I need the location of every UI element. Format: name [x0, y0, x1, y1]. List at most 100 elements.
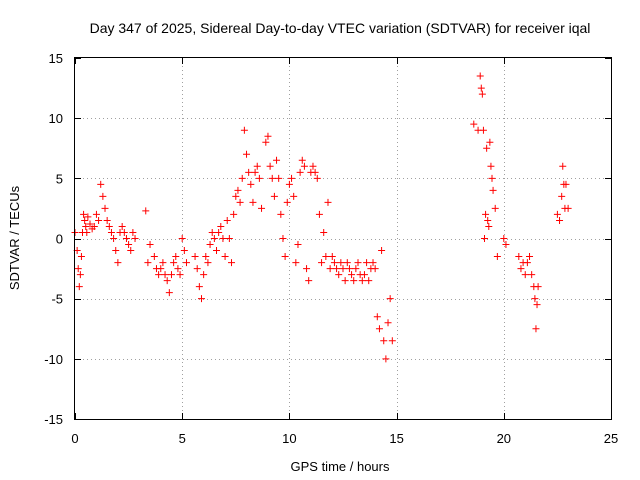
data-point — [478, 90, 486, 98]
y-tick-label: -10 — [44, 352, 63, 367]
data-point — [532, 325, 540, 333]
data-point — [326, 265, 334, 273]
data-point — [82, 222, 90, 230]
data-point — [564, 204, 572, 212]
data-point — [345, 265, 353, 273]
data-point — [502, 241, 510, 249]
data-point — [348, 271, 356, 279]
data-point — [311, 168, 319, 176]
data-point — [388, 337, 396, 345]
data-point — [337, 259, 345, 267]
data-point — [313, 174, 321, 182]
data-point — [112, 247, 120, 255]
data-point — [515, 253, 523, 261]
data-point — [245, 168, 253, 176]
data-point — [350, 277, 358, 285]
data-point — [266, 162, 274, 170]
y-tick-label: 5 — [56, 171, 63, 186]
data-point — [489, 186, 497, 194]
data-point — [288, 174, 296, 182]
data-point — [90, 222, 98, 230]
data-point — [298, 156, 306, 164]
data-point — [369, 259, 377, 267]
data-point — [309, 162, 317, 170]
data-point — [174, 265, 182, 273]
data-point — [476, 72, 484, 80]
data-point — [131, 235, 139, 242]
data-point — [534, 283, 542, 291]
data-point — [264, 132, 272, 140]
data-point — [283, 198, 291, 206]
data-point — [219, 235, 227, 242]
y-tick-label: 15 — [49, 51, 63, 66]
data-point — [204, 259, 212, 267]
data-point — [270, 192, 278, 200]
data-point — [236, 198, 244, 206]
data-point — [142, 207, 150, 215]
y-tick-labels: -15 -10 -5 0 5 10 15 — [44, 51, 63, 427]
data-point — [195, 283, 203, 291]
data-point — [172, 253, 180, 261]
data-point — [103, 216, 111, 224]
data-point — [300, 162, 308, 170]
data-point — [86, 220, 94, 228]
data-point — [285, 180, 293, 188]
data-point — [303, 265, 311, 273]
data-point — [150, 253, 158, 261]
data-point — [273, 156, 281, 164]
data-points — [71, 72, 572, 363]
data-point — [176, 271, 184, 279]
data-point — [234, 186, 242, 194]
data-point — [77, 253, 85, 261]
data-point — [97, 180, 105, 188]
data-point — [161, 271, 169, 279]
data-point — [558, 192, 566, 200]
data-point — [482, 210, 490, 218]
data-point — [493, 253, 501, 261]
x-tick-label: 20 — [497, 431, 511, 446]
x-tick-label: 15 — [389, 431, 403, 446]
data-point — [290, 192, 298, 200]
data-point — [487, 162, 495, 170]
data-point — [163, 277, 171, 285]
data-point — [182, 259, 190, 267]
data-point — [107, 228, 115, 236]
data-point — [202, 253, 210, 261]
data-point — [330, 259, 338, 267]
data-point — [305, 277, 313, 285]
data-point — [247, 180, 255, 188]
data-point — [255, 174, 263, 182]
data-point — [157, 265, 165, 273]
data-point — [129, 228, 137, 236]
x-tick-label: 0 — [71, 431, 78, 446]
data-point — [178, 235, 186, 242]
data-point — [105, 222, 113, 230]
data-point — [380, 337, 388, 345]
x-tick-label: 10 — [282, 431, 296, 446]
data-point — [523, 259, 531, 267]
data-point — [200, 271, 208, 279]
data-point — [114, 259, 122, 267]
data-point — [371, 265, 379, 273]
data-point — [479, 126, 487, 134]
data-point — [210, 235, 218, 242]
data-point — [253, 162, 261, 170]
data-point — [292, 259, 300, 267]
data-point — [251, 168, 259, 176]
data-point — [277, 210, 285, 218]
data-point — [268, 174, 276, 182]
data-point — [335, 271, 343, 279]
data-point — [223, 216, 231, 224]
data-point — [228, 259, 236, 267]
data-point — [354, 259, 362, 267]
data-point — [258, 204, 266, 212]
data-point — [127, 247, 135, 255]
data-point — [193, 265, 201, 273]
data-point — [155, 271, 163, 279]
data-point — [232, 192, 240, 200]
data-point — [81, 216, 89, 224]
data-point — [556, 216, 564, 224]
data-point — [296, 168, 304, 176]
data-point — [384, 319, 392, 327]
data-point — [528, 271, 536, 279]
